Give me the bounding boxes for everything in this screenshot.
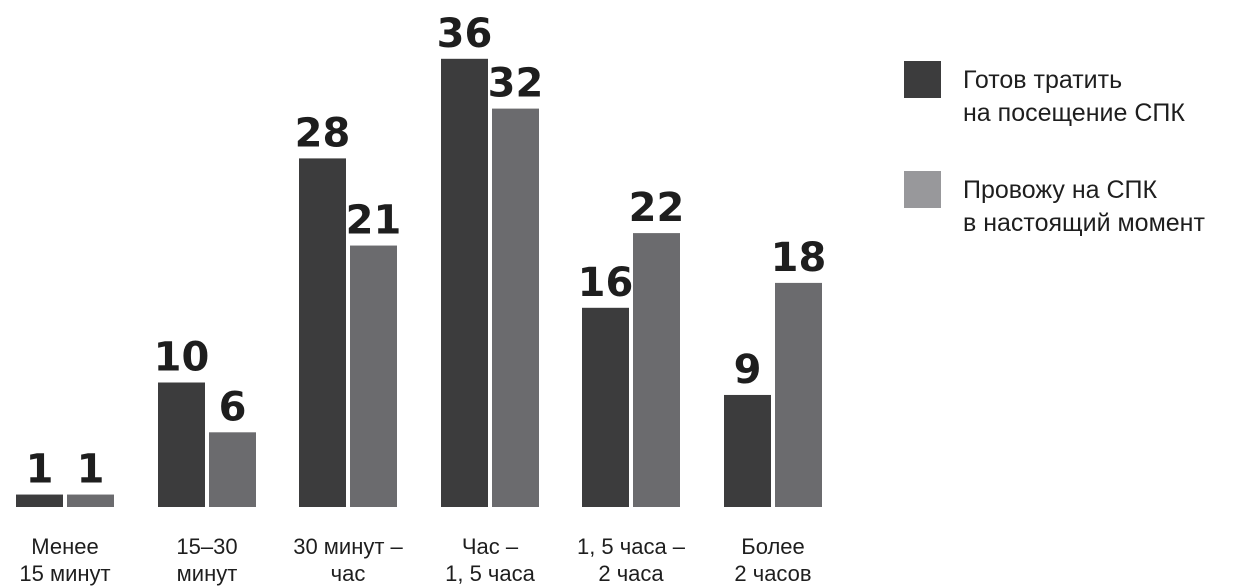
legend-label-series2-line-2: в настоящий момент	[963, 209, 1205, 237]
legend: Готов тратить на посещение СПК Провожу на …	[904, 61, 1205, 237]
bar-series2-cat5	[633, 233, 680, 507]
category-label-3-line-1: 30 минут –	[293, 534, 403, 559]
data-label-series1-cat6: 9	[734, 347, 762, 393]
bar-series1-cat5	[582, 307, 629, 507]
category-label-2-line-1: 15–30	[176, 534, 237, 559]
category-label-5-line-1: 1, 5 часа –	[577, 534, 686, 559]
category-label-1-line-2: 15 минут	[19, 561, 110, 586]
data-label-series2-cat5: 22	[629, 185, 685, 231]
data-label-series1-cat2: 10	[154, 335, 210, 381]
bar-series2-cat3	[350, 245, 397, 508]
data-label-series2-cat6: 18	[771, 235, 827, 281]
bar-series2-cat1	[67, 494, 114, 507]
data-label-series1-cat1: 1	[26, 447, 54, 493]
bar-series1-cat2	[158, 382, 205, 507]
data-label-series1-cat3: 28	[295, 110, 351, 156]
category-label-4-line-2: 1, 5 часа	[445, 561, 536, 586]
data-label-series1-cat5: 16	[578, 260, 634, 306]
bar-series1-cat1	[16, 494, 63, 507]
data-label-series2-cat1: 1	[77, 447, 105, 493]
bar-series1-cat6	[724, 394, 771, 507]
category-label-6-line-2: 2 часов	[734, 561, 811, 586]
category-label-4-line-1: Час –	[462, 534, 519, 559]
category-label-6-line-1: Более	[741, 534, 805, 559]
bar-series2-cat2	[209, 432, 256, 507]
bars-layer	[16, 58, 822, 508]
bar-series1-cat4	[441, 58, 488, 508]
category-label-2-line-2: минут	[177, 561, 238, 586]
legend-swatch-series1	[904, 61, 941, 98]
legend-label-series1-line-2: на посещение СПК	[963, 99, 1185, 127]
bar-series2-cat4	[492, 108, 539, 507]
legend-label-series2-line-1: Провожу на СПК	[963, 176, 1158, 204]
bar-series1-cat3	[299, 158, 346, 507]
category-label-3-line-2: час	[331, 561, 366, 586]
data-label-series2-cat3: 21	[346, 198, 402, 244]
data-label-series2-cat2: 6	[219, 384, 247, 430]
category-label-5-line-2: 2 часа	[598, 561, 664, 586]
legend-label-series1-line-1: Готов тратить	[963, 66, 1122, 94]
bar-series2-cat6	[775, 282, 822, 507]
legend-swatch-series2	[904, 171, 941, 208]
data-label-series1-cat4: 36	[437, 11, 493, 57]
category-label-1-line-1: Менее	[31, 534, 98, 559]
data-label-series2-cat4: 32	[488, 61, 544, 107]
